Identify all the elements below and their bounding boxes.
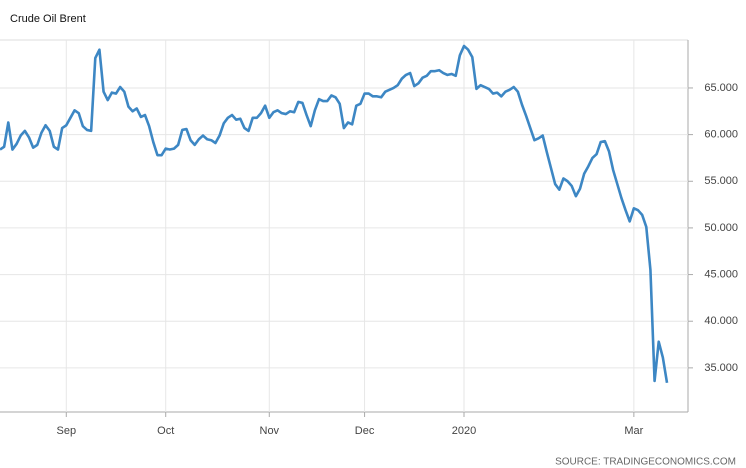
x-tick-label: Dec [355,425,375,437]
x-tick-label: Nov [260,425,280,437]
y-tick-label: 45.000 [704,268,738,280]
x-tick-label: Sep [56,425,76,437]
y-tick-label: 40.000 [704,315,738,327]
source: SOURCE: TRADINGECONOMICS.COM [555,457,736,468]
y-tick-label: 65.000 [704,82,738,94]
chart-title: Crude Oil Brent [10,13,86,25]
x-tick-label: Oct [157,425,174,437]
y-tick-label: 50.000 [704,222,738,234]
y-tick-label: 60.000 [704,129,738,141]
x-tick-label: 2020 [452,425,476,437]
x-tick-label: Mar [624,425,643,437]
y-tick-label: 35.000 [704,362,738,374]
line [0,44,669,384]
y-tick-label: 55.000 [704,175,738,187]
